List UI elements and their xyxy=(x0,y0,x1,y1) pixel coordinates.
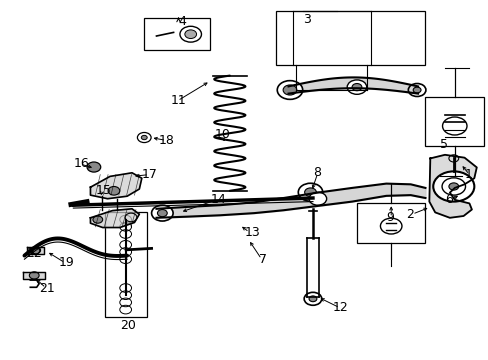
Text: 7: 7 xyxy=(259,253,266,266)
Circle shape xyxy=(412,87,420,93)
Polygon shape xyxy=(90,209,139,228)
Circle shape xyxy=(151,205,173,221)
Circle shape xyxy=(93,216,102,223)
Text: 14: 14 xyxy=(210,193,225,206)
Text: 13: 13 xyxy=(244,226,260,239)
Circle shape xyxy=(448,183,458,190)
Text: 18: 18 xyxy=(159,134,174,147)
Circle shape xyxy=(31,247,41,254)
Circle shape xyxy=(351,84,361,91)
Polygon shape xyxy=(90,173,142,199)
Text: 12: 12 xyxy=(332,301,347,314)
Text: 21: 21 xyxy=(39,282,55,294)
Circle shape xyxy=(298,183,322,201)
Circle shape xyxy=(308,296,316,302)
Circle shape xyxy=(308,192,326,205)
Circle shape xyxy=(184,30,196,39)
Text: 22: 22 xyxy=(26,247,41,260)
Text: 19: 19 xyxy=(59,256,74,269)
Circle shape xyxy=(108,186,120,195)
Circle shape xyxy=(87,162,101,172)
Text: 1: 1 xyxy=(464,168,471,181)
Text: 9: 9 xyxy=(386,211,393,224)
Text: 8: 8 xyxy=(312,166,320,179)
Text: 10: 10 xyxy=(215,129,230,141)
Text: 16: 16 xyxy=(73,157,89,170)
Polygon shape xyxy=(23,272,45,279)
Circle shape xyxy=(141,135,147,140)
Text: 5: 5 xyxy=(439,138,447,150)
Circle shape xyxy=(277,81,302,99)
Text: 20: 20 xyxy=(120,319,135,332)
Polygon shape xyxy=(428,155,476,218)
Circle shape xyxy=(432,171,473,202)
Text: 3: 3 xyxy=(303,13,310,26)
Polygon shape xyxy=(27,247,44,254)
Circle shape xyxy=(346,80,366,94)
Text: 4: 4 xyxy=(178,15,186,28)
Text: 2: 2 xyxy=(405,208,413,221)
Text: 11: 11 xyxy=(171,94,186,107)
Circle shape xyxy=(283,85,296,95)
Text: 15: 15 xyxy=(95,184,111,197)
Circle shape xyxy=(29,272,39,279)
Circle shape xyxy=(304,188,316,197)
Circle shape xyxy=(157,210,167,217)
Text: 6: 6 xyxy=(444,193,452,206)
Text: 17: 17 xyxy=(142,168,157,181)
